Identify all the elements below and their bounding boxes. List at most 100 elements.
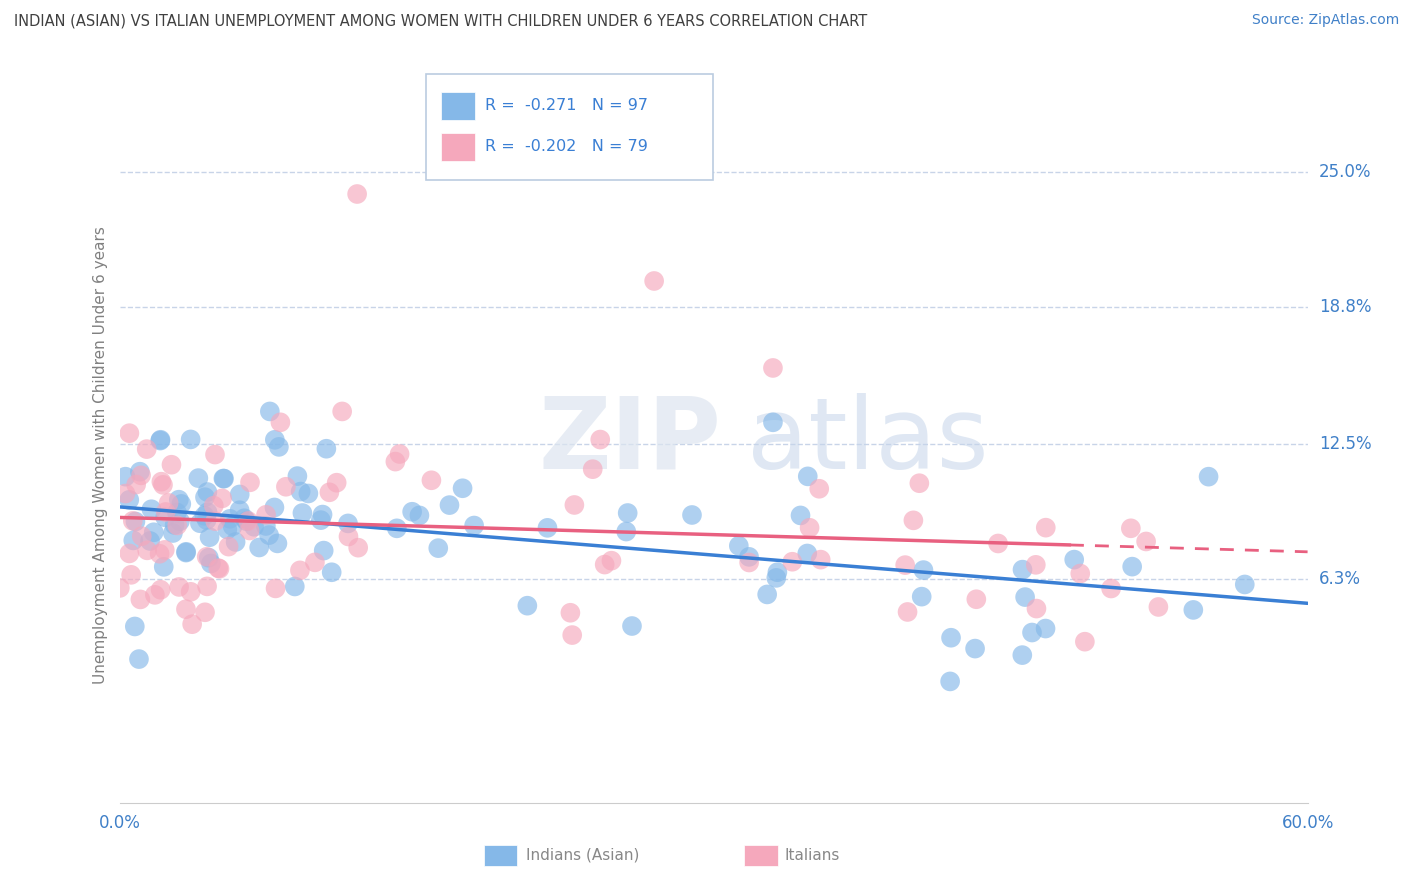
Italians bbox=[782, 555, 804, 569]
Indians (Asian) bbox=[287, 469, 309, 483]
Indians (Asian) bbox=[614, 524, 637, 539]
Italians bbox=[143, 588, 166, 602]
Indians (Asian) bbox=[219, 512, 242, 526]
Text: 0.0%: 0.0% bbox=[98, 814, 141, 831]
Indians (Asian) bbox=[451, 481, 474, 495]
Indians (Asian) bbox=[167, 492, 190, 507]
Italians bbox=[254, 508, 277, 522]
Italians bbox=[204, 448, 226, 462]
Indians (Asian) bbox=[439, 498, 461, 512]
Indians (Asian) bbox=[212, 472, 235, 486]
Italians bbox=[149, 582, 172, 597]
Italians bbox=[810, 552, 832, 566]
Indians (Asian) bbox=[257, 528, 280, 542]
Indians (Asian) bbox=[291, 506, 314, 520]
Indians (Asian) bbox=[225, 535, 247, 549]
Indians (Asian) bbox=[1035, 622, 1057, 636]
Indians (Asian) bbox=[118, 492, 141, 507]
Indians (Asian) bbox=[187, 471, 209, 485]
Text: R =  -0.202   N = 79: R = -0.202 N = 79 bbox=[485, 139, 648, 153]
Indians (Asian) bbox=[233, 511, 256, 525]
Italians bbox=[108, 581, 131, 595]
Italians bbox=[174, 602, 197, 616]
Indians (Asian) bbox=[114, 469, 136, 483]
Indians (Asian) bbox=[312, 543, 335, 558]
Indians (Asian) bbox=[311, 508, 333, 522]
Italians bbox=[325, 475, 347, 490]
Italians bbox=[121, 514, 143, 528]
Indians (Asian) bbox=[128, 465, 150, 479]
Indians (Asian) bbox=[212, 471, 235, 485]
Italians bbox=[1025, 601, 1047, 615]
Indians (Asian) bbox=[337, 516, 360, 531]
Italians bbox=[593, 558, 616, 572]
Italians bbox=[180, 584, 202, 599]
Indians (Asian) bbox=[789, 508, 811, 523]
Italians bbox=[152, 478, 174, 492]
Indians (Asian) bbox=[762, 415, 785, 429]
Italians bbox=[987, 536, 1010, 550]
Text: Italians: Italians bbox=[785, 848, 839, 863]
Indians (Asian) bbox=[259, 404, 281, 418]
Indians (Asian) bbox=[965, 641, 987, 656]
Italians bbox=[643, 274, 665, 288]
Indians (Asian) bbox=[912, 563, 935, 577]
Indians (Asian) bbox=[229, 487, 252, 501]
Italians bbox=[166, 518, 188, 533]
Italians bbox=[131, 529, 153, 543]
Indians (Asian) bbox=[162, 526, 184, 541]
Indians (Asian) bbox=[243, 520, 266, 534]
Indians (Asian) bbox=[681, 508, 703, 522]
Indians (Asian) bbox=[765, 571, 787, 585]
Italians bbox=[1119, 521, 1142, 535]
Indians (Asian) bbox=[738, 549, 761, 564]
Italians bbox=[799, 521, 821, 535]
Text: R =  -0.271   N = 97: R = -0.271 N = 97 bbox=[485, 98, 648, 112]
Italians bbox=[157, 496, 180, 510]
Indians (Asian) bbox=[616, 506, 638, 520]
Indians (Asian) bbox=[463, 518, 485, 533]
Indians (Asian) bbox=[174, 545, 197, 559]
Indians (Asian) bbox=[197, 485, 219, 500]
Italians bbox=[1025, 558, 1047, 572]
Italians bbox=[1135, 534, 1157, 549]
Indians (Asian) bbox=[198, 550, 221, 565]
Text: 18.8%: 18.8% bbox=[1319, 298, 1371, 316]
Italians bbox=[181, 617, 204, 632]
Italians bbox=[167, 580, 190, 594]
Italians bbox=[194, 605, 217, 619]
Indians (Asian) bbox=[170, 497, 193, 511]
Indians (Asian) bbox=[128, 652, 150, 666]
Indians (Asian) bbox=[217, 523, 239, 537]
Indians (Asian) bbox=[797, 469, 820, 483]
Italians bbox=[149, 547, 172, 561]
Italians bbox=[1069, 566, 1091, 581]
Indians (Asian) bbox=[1063, 552, 1085, 566]
Italians bbox=[330, 404, 353, 418]
Italians bbox=[153, 542, 176, 557]
Indians (Asian) bbox=[266, 536, 288, 550]
Italians bbox=[564, 498, 586, 512]
Italians bbox=[129, 468, 152, 483]
Italians bbox=[204, 514, 226, 528]
Indians (Asian) bbox=[152, 559, 174, 574]
Indians (Asian) bbox=[1198, 469, 1220, 483]
Text: 60.0%: 60.0% bbox=[1281, 814, 1334, 831]
Italians bbox=[896, 605, 918, 619]
Italians bbox=[264, 582, 287, 596]
Indians (Asian) bbox=[197, 505, 219, 519]
Indians (Asian) bbox=[124, 515, 146, 529]
Italians bbox=[160, 458, 183, 472]
Indians (Asian) bbox=[536, 521, 558, 535]
Indians (Asian) bbox=[254, 519, 277, 533]
Italians bbox=[908, 476, 931, 491]
Indians (Asian) bbox=[198, 530, 221, 544]
Indians (Asian) bbox=[124, 619, 146, 633]
Indians (Asian) bbox=[401, 505, 423, 519]
Indians (Asian) bbox=[141, 502, 163, 516]
Italians bbox=[207, 561, 229, 575]
Indians (Asian) bbox=[122, 533, 145, 548]
Italians bbox=[238, 514, 260, 528]
Italians bbox=[420, 473, 443, 487]
Indians (Asian) bbox=[166, 506, 188, 520]
